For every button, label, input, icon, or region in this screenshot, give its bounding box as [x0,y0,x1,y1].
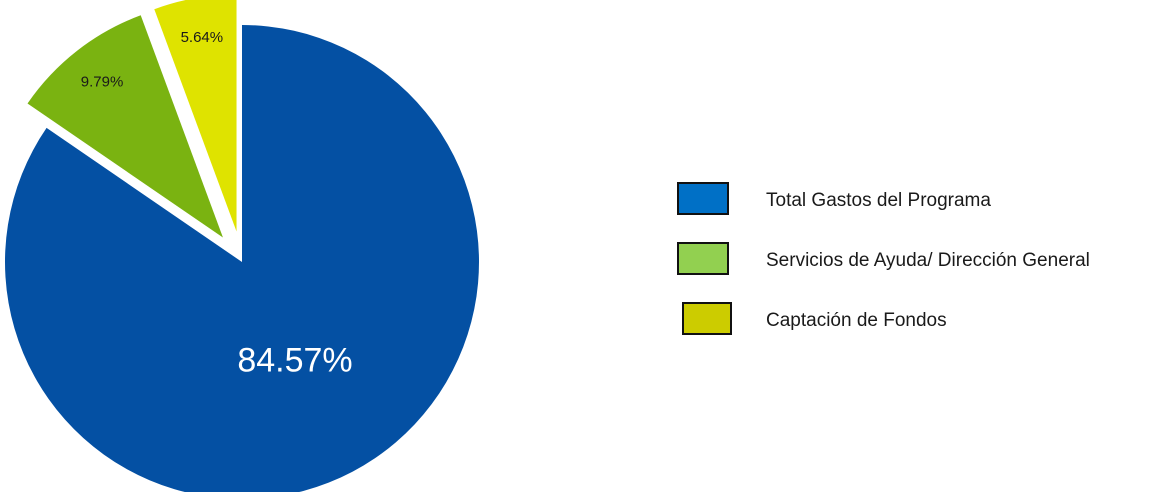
data-label-program-expenses: 84.57% [237,342,352,380]
legend-swatch-support-services [677,242,729,275]
legend-item-support-services: Servicios de Ayuda/ Dirección General [677,240,1171,300]
legend: Total Gastos del Programa Servicios de A… [677,180,1171,360]
legend-item-fundraising: Captación de Fondos [677,300,1171,360]
legend-swatch-fundraising [682,302,732,335]
data-label-fundraising: 5.64% [181,29,224,46]
data-label-support-services: 9.79% [81,73,124,90]
legend-label-support-services: Servicios de Ayuda/ Dirección General [766,250,1090,271]
legend-label-program-expenses: Total Gastos del Programa [766,190,991,211]
slice-support-services [27,15,223,238]
legend-swatch-program-expenses [677,182,729,215]
legend-item-program-expenses: Total Gastos del Programa [677,180,1171,240]
legend-label-fundraising: Captación de Fondos [766,310,947,331]
slice-program-expenses [5,25,479,492]
slice-fundraising [154,0,237,232]
